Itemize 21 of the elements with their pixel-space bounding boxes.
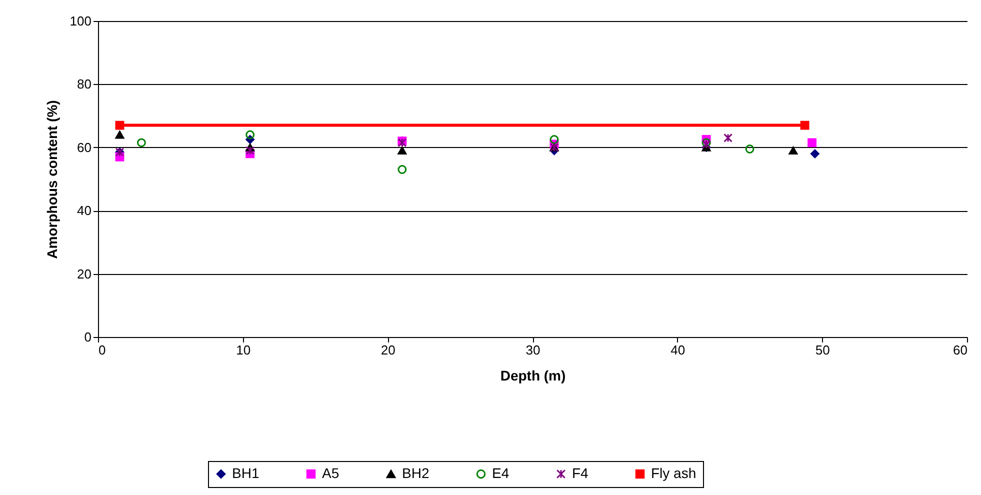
legend-label: A5 xyxy=(322,465,340,481)
x-tick-label: 40 xyxy=(670,342,686,358)
y-tick-label: 40 xyxy=(77,203,92,218)
y-axis-title: Amorphous content (%) xyxy=(44,100,60,259)
y-tick-label: 60 xyxy=(77,140,92,155)
legend-label: BH1 xyxy=(232,465,260,481)
x-tick-label: 0 xyxy=(98,342,106,358)
x-tick-label: 60 xyxy=(953,342,968,358)
legend-label: BH2 xyxy=(402,465,430,481)
x-tick-label: 50 xyxy=(815,342,830,358)
y-tick-label: 100 xyxy=(70,14,92,28)
legend-label: F4 xyxy=(572,465,589,481)
y-tick-label: 0 xyxy=(84,330,92,344)
x-tick-label: 30 xyxy=(526,342,540,358)
y-tick-label: 80 xyxy=(77,76,92,92)
x-tick-label: 20 xyxy=(380,342,396,358)
legend-label: E4 xyxy=(492,465,510,481)
y-tick-label: 20 xyxy=(77,266,92,282)
x-axis-title: Depth (m) xyxy=(500,368,566,384)
legend-label: Fly ash xyxy=(651,465,696,481)
x-tick-label: 10 xyxy=(236,342,251,358)
